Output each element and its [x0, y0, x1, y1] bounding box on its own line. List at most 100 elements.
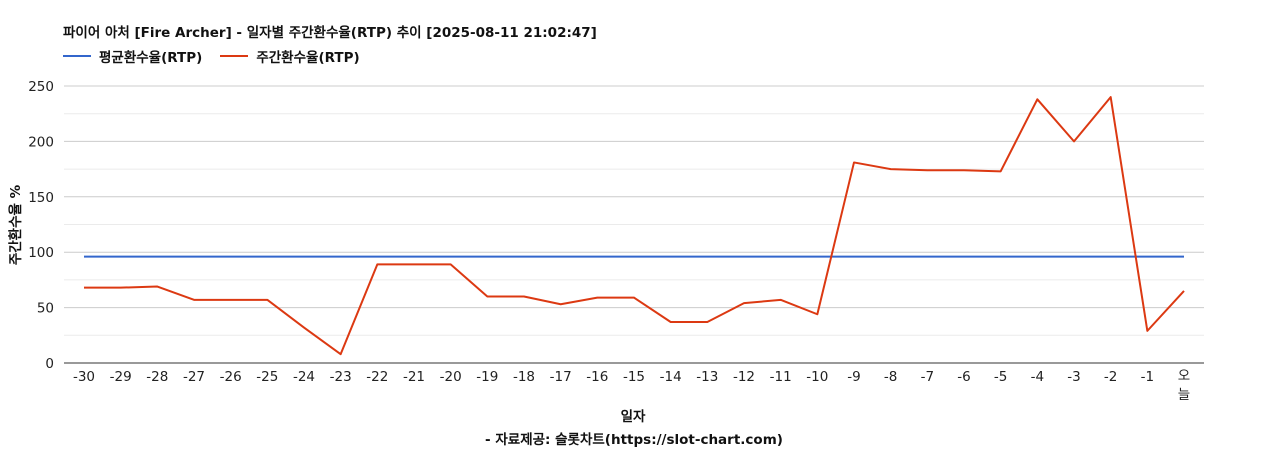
legend-item-average[interactable]: 평균환수율(RTP): [63, 46, 202, 66]
data-point-average-rtp[interactable]: [998, 254, 1004, 260]
y-tick-label: 150: [28, 190, 54, 206]
x-tick-label: -23: [330, 369, 352, 385]
y-tick-label: 250: [28, 79, 54, 95]
data-point-average-rtp[interactable]: [154, 254, 160, 260]
data-point-weekly-rtp[interactable]: [888, 166, 894, 172]
data-point-average-rtp[interactable]: [81, 254, 87, 260]
x-tick-label: -13: [696, 369, 718, 385]
data-point-average-rtp[interactable]: [631, 254, 637, 260]
y-tick-label: 0: [45, 356, 54, 372]
data-point-weekly-rtp[interactable]: [374, 261, 380, 267]
data-point-weekly-rtp[interactable]: [81, 285, 87, 291]
legend-swatch-average: [63, 55, 91, 57]
data-point-average-rtp[interactable]: [1034, 254, 1040, 260]
data-point-weekly-rtp[interactable]: [448, 261, 454, 267]
data-point-average-rtp[interactable]: [851, 254, 857, 260]
data-point-weekly-rtp[interactable]: [301, 325, 307, 331]
x-tick-label: -16: [586, 369, 608, 385]
data-point-average-rtp[interactable]: [484, 254, 490, 260]
x-tick-label: -1: [1141, 369, 1154, 385]
data-point-average-rtp[interactable]: [1144, 254, 1150, 260]
data-point-weekly-rtp[interactable]: [668, 319, 674, 325]
data-point-average-rtp[interactable]: [118, 254, 124, 260]
data-point-average-rtp[interactable]: [338, 254, 344, 260]
data-point-average-rtp[interactable]: [668, 254, 674, 260]
data-point-weekly-rtp[interactable]: [484, 294, 490, 300]
x-tick-label: -26: [220, 369, 242, 385]
data-point-weekly-rtp[interactable]: [118, 285, 124, 291]
legend-label-weekly: 주간환수율(RTP): [256, 50, 360, 66]
chart-title: 파이어 아처 [Fire Archer] - 일자별 주간환수율(RTP) 추이…: [63, 25, 597, 41]
x-tick-label: -8: [884, 369, 897, 385]
data-point-average-rtp[interactable]: [1108, 254, 1114, 260]
data-point-average-rtp[interactable]: [558, 254, 564, 260]
data-point-weekly-rtp[interactable]: [778, 297, 784, 303]
data-point-weekly-rtp[interactable]: [191, 297, 197, 303]
grid-layer: [64, 85, 1204, 336]
data-point-average-rtp[interactable]: [594, 254, 600, 260]
data-point-weekly-rtp[interactable]: [1181, 288, 1187, 294]
data-point-average-rtp[interactable]: [741, 254, 747, 260]
data-point-weekly-rtp[interactable]: [228, 297, 234, 303]
data-point-weekly-rtp[interactable]: [998, 168, 1004, 174]
data-point-weekly-rtp[interactable]: [411, 261, 417, 267]
data-point-average-rtp[interactable]: [1181, 254, 1187, 260]
data-point-average-rtp[interactable]: [961, 254, 967, 260]
x-tick-label: -3: [1067, 369, 1080, 385]
data-point-weekly-rtp[interactable]: [154, 284, 160, 290]
legend-item-weekly[interactable]: 주간환수율(RTP): [220, 46, 360, 66]
legend: 평균환수율(RTP) 주간환수율(RTP): [63, 46, 378, 66]
series-line-weekly-rtp: [84, 96, 1185, 356]
data-point-weekly-rtp[interactable]: [1108, 94, 1114, 100]
data-point-average-rtp[interactable]: [778, 254, 784, 260]
data-point-average-rtp[interactable]: [924, 254, 930, 260]
x-tick-label: -25: [256, 369, 278, 385]
data-point-average-rtp[interactable]: [264, 254, 270, 260]
x-tick-label: -19: [476, 369, 498, 385]
data-point-average-rtp[interactable]: [301, 254, 307, 260]
data-point-average-rtp[interactable]: [814, 254, 820, 260]
x-tick-label: -12: [733, 369, 755, 385]
data-point-average-rtp[interactable]: [1071, 254, 1077, 260]
data-point-average-rtp[interactable]: [888, 254, 894, 260]
x-tick-label: -22: [366, 369, 388, 385]
data-point-weekly-rtp[interactable]: [1071, 138, 1077, 144]
x-tick-label: -30: [73, 369, 95, 385]
x-tick-label: -7: [921, 369, 934, 385]
source-credit: - 자료제공: 슬롯차트(https://slot-chart.com): [485, 432, 783, 448]
data-point-weekly-rtp[interactable]: [1144, 328, 1150, 334]
data-point-weekly-rtp[interactable]: [338, 351, 344, 357]
data-point-weekly-rtp[interactable]: [704, 319, 710, 325]
data-point-weekly-rtp[interactable]: [961, 167, 967, 173]
y-tick-label: 50: [37, 301, 54, 317]
x-tick-label: -11: [770, 369, 792, 385]
data-point-average-rtp[interactable]: [374, 254, 380, 260]
data-point-average-rtp[interactable]: [228, 254, 234, 260]
data-point-weekly-rtp[interactable]: [851, 159, 857, 165]
x-tick-label: -2: [1104, 369, 1117, 385]
data-point-average-rtp[interactable]: [521, 254, 527, 260]
x-tick-label: -4: [1031, 369, 1044, 385]
data-point-weekly-rtp[interactable]: [631, 295, 637, 301]
x-tick-label: -24: [293, 369, 315, 385]
x-tick-label: -20: [440, 369, 462, 385]
data-point-average-rtp[interactable]: [448, 254, 454, 260]
data-point-weekly-rtp[interactable]: [558, 301, 564, 307]
x-tick-label: -10: [806, 369, 828, 385]
y-tick-label: 100: [28, 245, 54, 261]
y-tick-label: 200: [28, 134, 54, 150]
data-point-average-rtp[interactable]: [191, 254, 197, 260]
data-point-average-rtp[interactable]: [411, 254, 417, 260]
x-tick-label: -29: [110, 369, 132, 385]
data-point-weekly-rtp[interactable]: [741, 300, 747, 306]
data-point-weekly-rtp[interactable]: [1034, 96, 1040, 102]
data-point-average-rtp[interactable]: [704, 254, 710, 260]
data-point-weekly-rtp[interactable]: [521, 294, 527, 300]
data-point-weekly-rtp[interactable]: [924, 167, 930, 173]
data-point-weekly-rtp[interactable]: [814, 311, 820, 317]
data-point-weekly-rtp[interactable]: [594, 295, 600, 301]
data-point-weekly-rtp[interactable]: [264, 297, 270, 303]
y-tick-labels: 0 50 100 150 200 250: [28, 79, 54, 372]
